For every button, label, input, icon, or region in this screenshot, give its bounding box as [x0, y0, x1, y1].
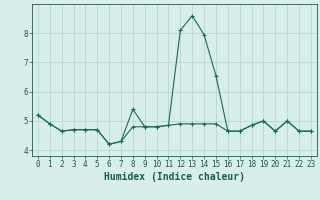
X-axis label: Humidex (Indice chaleur): Humidex (Indice chaleur) [104, 172, 245, 182]
